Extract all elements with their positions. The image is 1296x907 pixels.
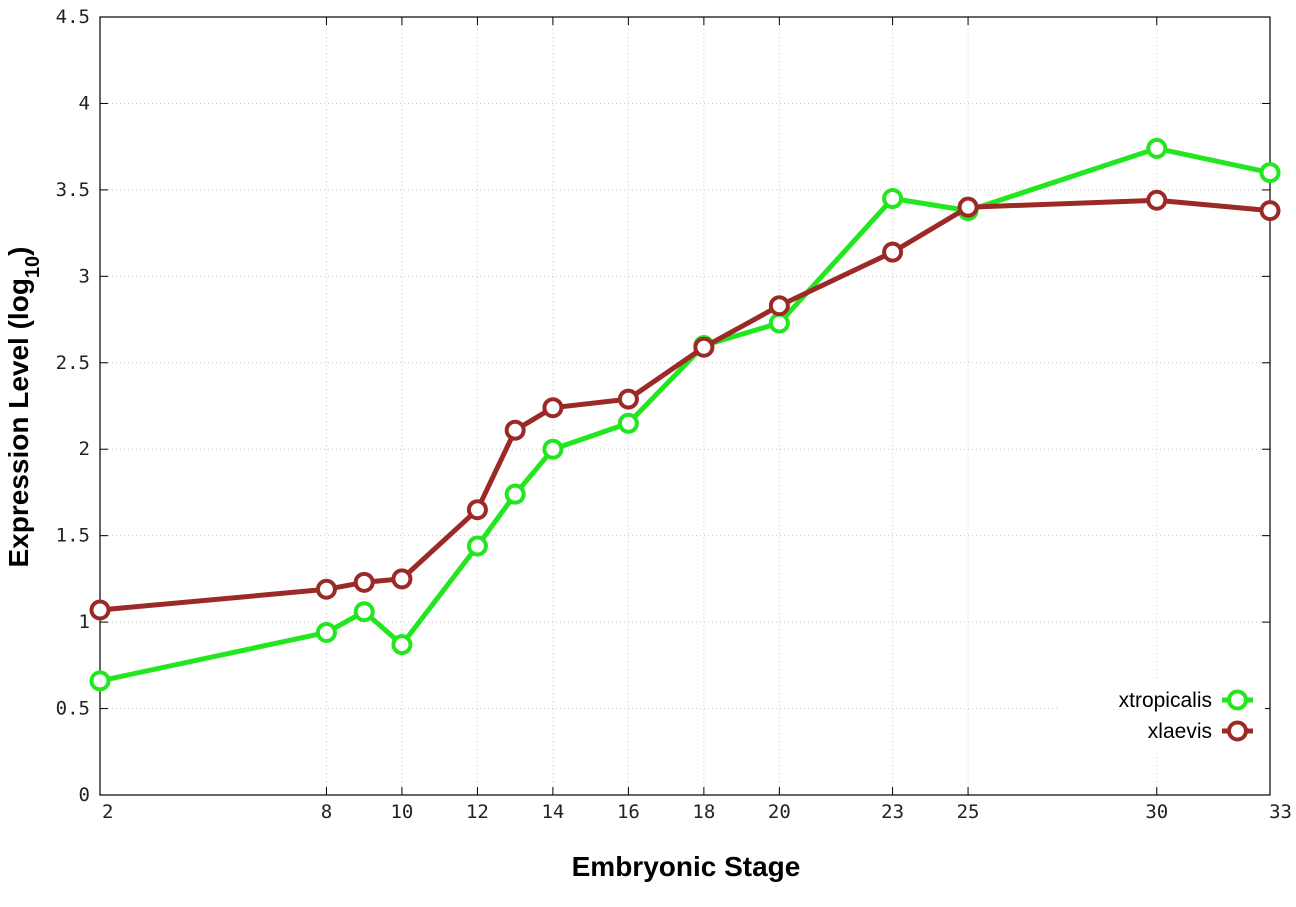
data-point-xtropicalis xyxy=(89,670,111,692)
data-point-xtropicalis xyxy=(768,312,790,334)
data-point-xtropicalis xyxy=(1259,162,1281,184)
x-tick-label: 16 xyxy=(617,801,640,823)
legend: xtropicalis xlaevis xyxy=(1060,680,1265,752)
y-tick-label: 1 xyxy=(79,611,90,633)
x-tick-label: 8 xyxy=(321,801,332,823)
y-tick-label: 3.5 xyxy=(56,179,90,201)
data-point-xtropicalis xyxy=(617,412,639,434)
data-point-xtropicalis xyxy=(391,634,413,656)
data-point-xlaevis xyxy=(1146,189,1168,211)
grid-lines xyxy=(100,17,1270,795)
series-xlaevis xyxy=(89,189,1281,621)
x-tick-label: 2 xyxy=(102,801,113,823)
y-tick-label: 0 xyxy=(79,784,90,806)
plot-frame xyxy=(99,16,1271,796)
legend-label-xlaevis: xlaevis xyxy=(1148,720,1212,743)
y-tick-label: 0.5 xyxy=(56,698,90,720)
data-point-xlaevis xyxy=(957,196,979,218)
data-point-xtropicalis xyxy=(353,601,375,623)
y-tick-label: 3 xyxy=(79,265,90,287)
data-point-xtropicalis xyxy=(466,535,488,557)
legend-swatch-marker-xlaevis xyxy=(1227,720,1248,742)
data-point-xlaevis xyxy=(391,568,413,590)
y-axis-title-main: Expression Level (log xyxy=(3,278,34,567)
data-point-xlaevis xyxy=(89,599,111,621)
axis-ticks: 0 0.5 1 1.5 2 2.5 3 3.5 4 4.5 2 8 10 12 14 16 18 20 23 25 30… xyxy=(56,6,1292,823)
data-point-xlaevis xyxy=(353,571,375,593)
data-point-xlaevis xyxy=(768,295,790,317)
x-tick-label: 25 xyxy=(957,801,980,823)
x-tick-label: 30 xyxy=(1145,801,1168,823)
data-point-xlaevis xyxy=(617,388,639,410)
data-point-xlaevis xyxy=(693,336,715,358)
y-tick-label: 2 xyxy=(79,438,90,460)
y-tick-label: 2.5 xyxy=(56,352,90,374)
series-xtropicalis xyxy=(89,137,1281,692)
data-point-xlaevis xyxy=(315,578,337,600)
x-tick-label: 20 xyxy=(768,801,791,823)
data-point-xtropicalis xyxy=(542,438,564,460)
data-point-xlaevis xyxy=(504,419,526,441)
y-tick-label: 4 xyxy=(79,92,90,114)
y-axis-title: Expression Level (log10) xyxy=(3,247,44,568)
data-point-xlaevis xyxy=(542,397,564,419)
data-point-xlaevis xyxy=(466,499,488,521)
y-tick-label: 4.5 xyxy=(56,6,90,28)
x-tick-label: 18 xyxy=(692,801,715,823)
legend-label-xtropicalis: xtropicalis xyxy=(1119,689,1212,712)
series-line-xtropicalis xyxy=(99,145,1271,684)
data-point-xtropicalis xyxy=(315,621,337,643)
x-tick-label: 23 xyxy=(881,801,904,823)
x-tick-label: 14 xyxy=(541,801,564,823)
data-point-xlaevis xyxy=(1259,200,1281,222)
data-point-xlaevis xyxy=(882,241,904,263)
y-tick-label: 1.5 xyxy=(56,525,90,547)
legend-swatch-marker-xtropicalis xyxy=(1227,689,1248,711)
series-line-xlaevis xyxy=(99,197,1271,613)
x-tick-label: 10 xyxy=(390,801,413,823)
data-point-xtropicalis xyxy=(882,188,904,210)
y-axis-title-subscript: 10 xyxy=(22,256,44,278)
x-tick-label: 33 xyxy=(1269,801,1292,823)
data-point-xtropicalis xyxy=(1146,137,1168,159)
x-tick-label: 12 xyxy=(466,801,489,823)
y-axis-title-close: ) xyxy=(3,247,34,256)
x-axis-title: Embryonic Stage xyxy=(572,851,801,882)
series-layer xyxy=(89,137,1281,692)
data-point-xtropicalis xyxy=(504,483,526,505)
